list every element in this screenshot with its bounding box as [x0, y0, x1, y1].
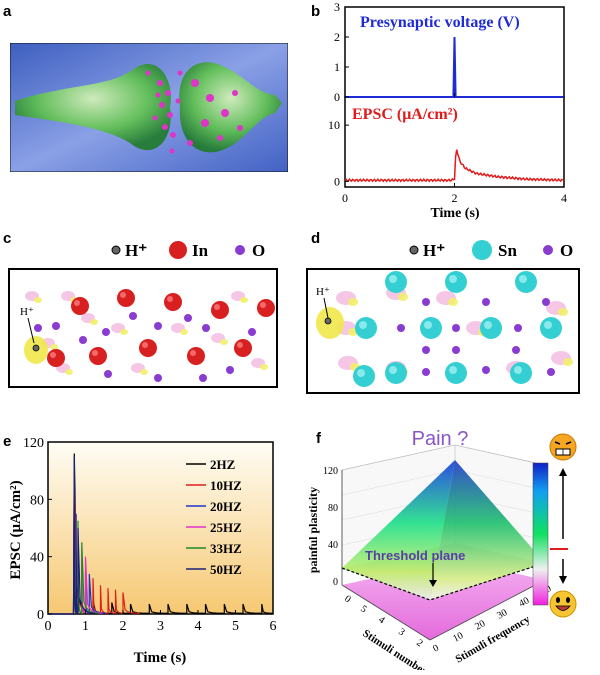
f-xtick: 3	[396, 626, 406, 638]
happy-face-icon	[549, 590, 577, 618]
panel-label-f: f	[316, 430, 321, 447]
b-top-ytick: 0	[334, 90, 340, 104]
b-bottom-ytick: 0	[334, 174, 340, 188]
e-ytick: 0	[37, 608, 44, 623]
c-h-label: H⁺	[20, 306, 34, 318]
f-ztick: 80	[328, 503, 338, 514]
e-legend-label: 25HZ	[210, 520, 242, 535]
legend-in: In	[192, 241, 209, 260]
b-top-ytick: 2	[334, 30, 340, 44]
f-z-label: painful plasticity	[306, 487, 320, 573]
top-chart-title: Presynaptic voltage (V)	[360, 14, 520, 31]
panel-label-c: c	[3, 230, 12, 247]
x-axis-label: Time (s)	[430, 206, 479, 221]
f-ztick: 40	[328, 540, 338, 551]
panel-d-legend: H⁺ Sn O	[408, 235, 598, 265]
f-title: Pain ?	[412, 428, 469, 450]
b-xtick: 0	[342, 191, 348, 205]
f-ztick: 0	[333, 577, 338, 588]
panel-label-a: a	[3, 3, 12, 20]
e-legend-label: 20HZ	[210, 499, 242, 514]
e-xtick: 1	[82, 619, 89, 634]
e-xtick: 0	[45, 619, 52, 634]
e-xtick: 6	[270, 619, 277, 634]
f-ytick: 40	[517, 595, 531, 609]
sno2-structure: H⁺	[306, 268, 580, 394]
epsc-line	[344, 149, 564, 183]
f-ytick: 0	[431, 643, 441, 655]
e-ytick: 80	[30, 493, 44, 508]
legend-o: O	[560, 241, 573, 260]
f-xtick: 2	[414, 637, 424, 649]
legend-h: H⁺	[423, 241, 445, 260]
presynaptic-voltage-line	[345, 36, 564, 98]
e-xtick: 2	[120, 619, 127, 634]
legend-h: H⁺	[125, 241, 147, 260]
b-bottom-ytick: 10	[328, 118, 340, 132]
e-legend-label: 33HZ	[210, 541, 242, 556]
o-atom-icon	[235, 245, 245, 255]
f-ytick: 10	[451, 630, 465, 644]
f-xtick: 0	[342, 593, 352, 605]
panel-label-e: e	[3, 433, 12, 450]
in2o3-structure: H⁺	[8, 268, 278, 388]
panel-label-b: b	[311, 3, 321, 20]
e-x-axis-label: Time (s)	[134, 650, 187, 666]
legend-o: O	[252, 241, 265, 260]
e-xtick: 4	[195, 619, 202, 634]
e-legend-label: 10HZ	[210, 478, 242, 493]
d-h-label: H⁺	[316, 286, 330, 298]
f-ytick: 30	[495, 607, 509, 621]
sn-atom-icon	[472, 240, 492, 260]
panel-b-chart: 0 1 2 3 0 10 0 2 4 Presynaptic voltage (V) EPS…	[320, 0, 590, 225]
f-ztick: 120	[323, 466, 338, 477]
surface-right	[430, 460, 545, 600]
b-xtick: 4	[561, 191, 567, 205]
surface-left	[342, 460, 455, 600]
e-y-axis-label: EPSC (μA/cm²)	[8, 480, 24, 579]
panel-f-figure: Pain ? 120 80 40 0 painful plasticity 0 …	[300, 420, 600, 675]
e-legend-label: 50HZ	[210, 562, 242, 577]
e-ytick: 120	[23, 436, 44, 451]
h-ion-icon	[111, 245, 121, 255]
e-xtick: 3	[157, 619, 164, 634]
e-series-line	[48, 456, 95, 615]
colorbar	[532, 462, 549, 606]
b-top-ytick: 1	[334, 60, 340, 74]
bottom-chart-title: EPSC (μA/cm²)	[352, 106, 458, 123]
b-xtick: 2	[452, 191, 458, 205]
panel-label-d: d	[311, 230, 321, 247]
legend-sn: Sn	[498, 241, 517, 260]
panel-c-legend: H⁺ In O	[110, 235, 290, 265]
e-ytick: 40	[30, 551, 44, 566]
e-legend-label: 2HZ	[210, 457, 236, 472]
in-atom-icon	[169, 241, 187, 259]
h-ion-icon	[409, 245, 419, 255]
threshold-plane-label: Threshold plane	[365, 548, 465, 563]
o-atom-icon	[543, 245, 553, 255]
f-xtick: 4	[376, 614, 386, 626]
e-xtick: 5	[232, 619, 239, 634]
f-xtick: 5	[358, 603, 368, 615]
pain-face-icon	[549, 433, 577, 461]
f-ytick: 20	[473, 618, 487, 632]
b-top-ytick: 3	[334, 0, 340, 14]
panel-e-chart: 0 1 2 3 4 5 6 0 40 80 120 2HZ 10HZ 20HZ 25HZ 33HZ 50HZ …	[0, 430, 290, 670]
synapse-illustration	[9, 42, 289, 173]
